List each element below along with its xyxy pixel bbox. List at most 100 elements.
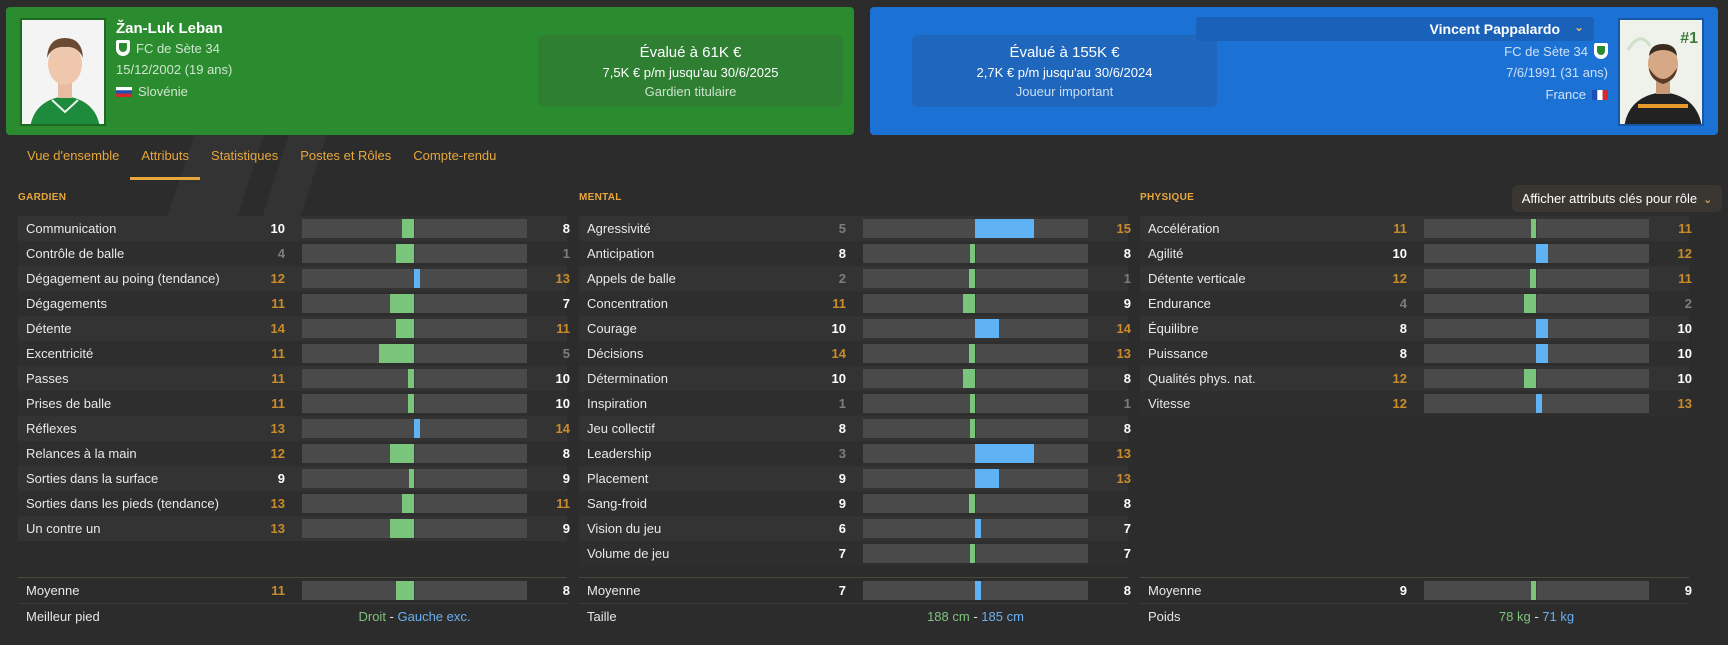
attribute-row[interactable]: Inspiration 1 1 — [579, 391, 1131, 416]
attribute-row[interactable]: Accélération 11 11 — [1140, 216, 1692, 241]
attribute-row[interactable]: Vision du jeu 6 7 — [579, 516, 1131, 541]
attribute-row[interactable]: Excentricité 11 5 — [18, 341, 570, 366]
bar-center-line — [414, 244, 415, 263]
attribute-row[interactable]: Dégagement au poing (tendance) 12 13 — [18, 266, 570, 291]
attribute-label: Agressivité — [587, 221, 651, 236]
tab-overview[interactable]: Vue d'ensemble — [27, 148, 120, 163]
attribute-label: Dégagements — [26, 296, 107, 311]
attribute-row[interactable]: Vitesse 12 13 — [1140, 391, 1692, 416]
bar-fill-player-a — [408, 369, 414, 388]
attribute-row[interactable]: Prises de balle 11 10 — [18, 391, 570, 416]
comparison-bar — [863, 294, 1088, 313]
attribute-row[interactable]: Détermination 10 8 — [579, 366, 1131, 391]
attribute-label: Agilité — [1148, 246, 1184, 261]
attribute-row[interactable]: Sorties dans la surface 9 9 — [18, 466, 570, 491]
player-b-club[interactable]: FC de Sète 34 — [1504, 43, 1608, 59]
player-a-attribute-value: 11 — [271, 396, 285, 411]
footer-row: Meilleur pied Droit - Gauche exc. — [18, 603, 567, 629]
tab-positions-roles[interactable]: Postes et Rôles — [300, 148, 392, 163]
player-b-selector[interactable]: Vincent Pappalardo ⌄ — [1196, 17, 1594, 41]
attribute-row[interactable]: Décisions 14 13 — [579, 341, 1131, 366]
player-b-value-box: Évalué à 155K € 2,7K € p/m jusqu'au 30/6… — [912, 35, 1217, 107]
player-a-name[interactable]: Žan-Luk Leban — [116, 20, 223, 37]
tab-report[interactable]: Compte-rendu — [413, 148, 497, 163]
player-a-attribute-value: 12 — [1392, 396, 1407, 411]
bar-fill-player-a — [1524, 294, 1536, 313]
comparison-bar — [863, 419, 1088, 438]
player-a-value-box: Évalué à 61K € 7,5K € p/m jusqu'au 30/6/… — [538, 35, 843, 107]
attribute-row[interactable]: Concentration 11 9 — [579, 291, 1131, 316]
attribute-row[interactable]: Contrôle de balle 4 1 — [18, 241, 570, 266]
player-b-attribute-value: 13 — [1677, 396, 1692, 411]
tab-attributes[interactable]: Attributs — [130, 148, 200, 180]
attribute-row[interactable]: Placement 9 13 — [579, 466, 1131, 491]
bar-fill-player-a — [963, 369, 975, 388]
attribute-label: Passes — [26, 371, 69, 386]
average-row[interactable]: Moyenne 7 8 — [579, 578, 1131, 603]
bar-fill-player-a — [402, 494, 414, 513]
comparison-bar — [863, 544, 1088, 563]
attribute-row[interactable]: Endurance 4 2 — [1140, 291, 1692, 316]
player-b-attribute-value: 13 — [1116, 471, 1131, 486]
player-b-nationality[interactable]: France — [1546, 87, 1608, 102]
comparison-bar — [863, 444, 1088, 463]
player-a-attribute-value: 7 — [838, 546, 846, 561]
attribute-row[interactable]: Équilibre 8 10 — [1140, 316, 1692, 341]
bar-fill-player-a — [402, 219, 414, 238]
bar-fill-player-b — [414, 269, 420, 288]
player-a-wage: 7,5K € p/m jusqu'au 30/6/2025 — [602, 65, 779, 80]
attribute-row[interactable]: Communication 10 8 — [18, 216, 570, 241]
attribute-row[interactable]: Volume de jeu 7 7 — [579, 541, 1131, 566]
player-a-photo — [20, 18, 106, 126]
player-a-attribute-value: 9 — [838, 496, 846, 511]
player-a-attribute-value: 13 — [270, 421, 285, 436]
average-row[interactable]: Moyenne 9 9 — [1140, 578, 1692, 603]
attribute-list: Agressivité 5 15 Anticipation 8 8 Appels de ba… — [579, 216, 1131, 566]
tab-statistics[interactable]: Statistiques — [211, 148, 279, 163]
comparison-bar — [302, 344, 527, 363]
attribute-row[interactable]: Détente 14 11 — [18, 316, 570, 341]
attribute-label: Décisions — [587, 346, 644, 361]
attribute-row[interactable]: Détente verticale 12 11 — [1140, 266, 1692, 291]
player-a-card: Žan-Luk Leban FC de Sète 34 15/12/2002 (… — [6, 7, 854, 135]
attribute-row[interactable]: Qualités phys. nat. 12 10 — [1140, 366, 1692, 391]
key-attributes-button[interactable]: Afficher attributs clés pour rôle ⌄ — [1512, 185, 1722, 212]
attribute-row[interactable]: Jeu collectif 8 8 — [579, 416, 1131, 441]
attribute-row[interactable]: Sorties dans les pieds (tendance) 13 11 — [18, 491, 570, 516]
attribute-row[interactable]: Appels de balle 2 1 — [579, 266, 1131, 291]
bar-fill-player-b — [414, 419, 420, 438]
comparison-bar — [302, 419, 527, 438]
bar-fill-player-b — [1536, 394, 1542, 413]
player-a-nationality[interactable]: Slovénie — [116, 84, 188, 99]
comparison-bar — [863, 219, 1088, 238]
comparison-bar — [863, 369, 1088, 388]
bar-center-line — [414, 469, 415, 488]
attribute-row[interactable]: Courage 10 14 — [579, 316, 1131, 341]
attribute-row[interactable]: Réflexes 13 14 — [18, 416, 570, 441]
attribute-row[interactable]: Agressivité 5 15 — [579, 216, 1131, 241]
player-a-birth: 15/12/2002 (19 ans) — [116, 62, 233, 77]
average-row[interactable]: Moyenne 11 8 — [18, 578, 570, 603]
attribute-row[interactable]: Sang-froid 9 8 — [579, 491, 1131, 516]
player-a-attribute-value: 7 — [838, 583, 846, 598]
bar-center-line — [975, 394, 976, 413]
average-row-wrap: Moyenne 9 9 — [1140, 577, 1692, 603]
player-b-attribute-value: 8 — [1123, 371, 1131, 386]
player-b-attribute-value: 11 — [1678, 221, 1692, 236]
comparison-bar — [863, 244, 1088, 263]
player-a-attribute-value: 8 — [1399, 346, 1407, 361]
bar-fill-player-a — [963, 294, 975, 313]
attribute-row[interactable]: Puissance 8 10 — [1140, 341, 1692, 366]
attribute-row[interactable]: Un contre un 13 9 — [18, 516, 570, 541]
attribute-row[interactable]: Agilité 10 12 — [1140, 241, 1692, 266]
attribute-row[interactable]: Anticipation 8 8 — [579, 241, 1131, 266]
attribute-row[interactable]: Dégagements 11 7 — [18, 291, 570, 316]
attribute-row[interactable]: Passes 11 10 — [18, 366, 570, 391]
attribute-row[interactable]: Relances à la main 12 8 — [18, 441, 570, 466]
bar-fill-player-b — [975, 444, 1034, 463]
attribute-label: Puissance — [1148, 346, 1208, 361]
footer-label: Poids — [1148, 609, 1181, 624]
attribute-row[interactable]: Leadership 3 13 — [579, 441, 1131, 466]
bar-fill-player-a — [970, 394, 975, 413]
player-a-club[interactable]: FC de Sète 34 — [116, 40, 220, 56]
